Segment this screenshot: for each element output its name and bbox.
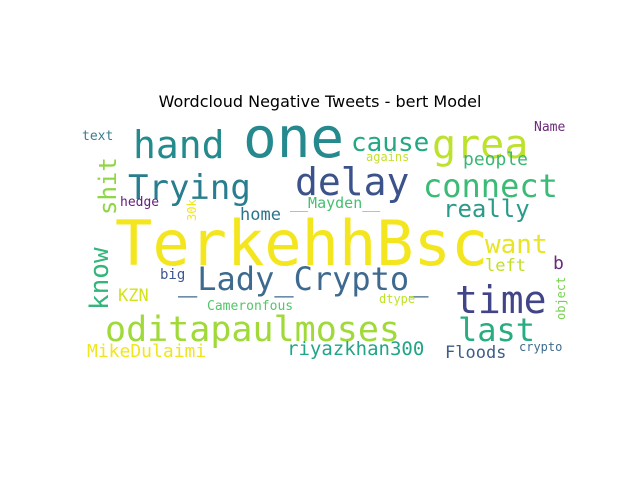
word-shit: shit bbox=[94, 157, 122, 215]
word-riyazkhan300: riyazkhan300 bbox=[287, 338, 424, 360]
word-one: one bbox=[243, 106, 344, 171]
word-left: left bbox=[485, 256, 526, 276]
word-last: last bbox=[458, 311, 535, 349]
word-people: people bbox=[463, 149, 528, 170]
word-connect: connect bbox=[423, 167, 558, 205]
word-lady-crypto: _Lady_Crypto_ bbox=[178, 260, 429, 298]
chart-title: Wordcloud Negative Tweets - bert Model bbox=[158, 92, 482, 111]
word-dtype: dtype bbox=[379, 292, 415, 306]
word-agains: agains bbox=[366, 150, 409, 164]
word-name: Name bbox=[534, 120, 565, 135]
word-mayden: __Mayden__ bbox=[290, 194, 381, 212]
word-object: object bbox=[554, 277, 568, 320]
word-oditapaulmoses: oditapaulmoses bbox=[105, 310, 400, 350]
word-mikedulaimi: MikeDulaimi bbox=[87, 341, 206, 362]
word-hedge: hedge bbox=[120, 195, 159, 210]
word-terkehhbsc: TerkehhBsc bbox=[115, 207, 488, 280]
word-really: really bbox=[443, 195, 530, 223]
word-big: big bbox=[160, 267, 185, 283]
word-cause: cause bbox=[351, 128, 429, 158]
word-know: know bbox=[85, 247, 115, 310]
word-want: want bbox=[485, 230, 548, 260]
word-trying: Trying bbox=[128, 168, 251, 208]
word-cameronfous: Cameronfous bbox=[207, 299, 293, 314]
word-floods: Floods bbox=[445, 343, 506, 363]
word-kzn: KZN bbox=[118, 286, 149, 306]
word-b: b bbox=[553, 253, 564, 274]
word-crypto: crypto bbox=[519, 340, 562, 354]
word-delay: delay bbox=[295, 160, 409, 204]
word-time: time bbox=[455, 278, 547, 322]
word-text: text bbox=[82, 129, 113, 144]
word-home: home bbox=[240, 205, 281, 225]
word-grea: grea bbox=[432, 122, 528, 168]
word-30k: 30k bbox=[185, 199, 199, 221]
word-hand: hand bbox=[133, 123, 225, 167]
